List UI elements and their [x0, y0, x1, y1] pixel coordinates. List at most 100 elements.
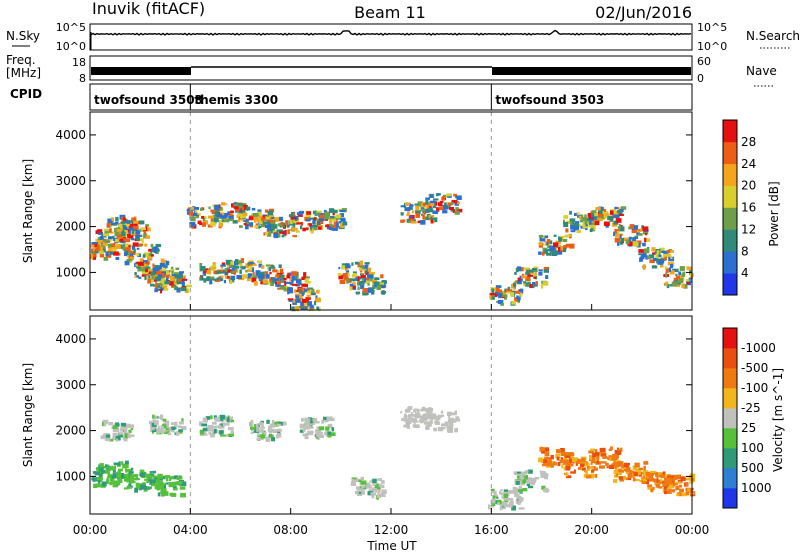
- heatmap-cell: [419, 419, 422, 422]
- heatmap-cell: [311, 292, 316, 295]
- heatmap-cell: [677, 492, 683, 497]
- colorbar-tick-label: 500: [741, 461, 764, 475]
- heatmap-cell: [631, 229, 637, 234]
- heatmap-cell: [112, 484, 118, 488]
- heatmap-cell: [588, 224, 595, 228]
- colorbar-swatch: [723, 163, 737, 186]
- heatmap-cell: [151, 428, 157, 433]
- heatmap-cell: [212, 215, 219, 221]
- heatmap-cell: [581, 216, 587, 222]
- heatmap-cell: [267, 232, 272, 237]
- heatmap-cell: [148, 269, 153, 272]
- heatmap-cell: [96, 483, 102, 488]
- heatmap-cell: [503, 493, 508, 498]
- heatmap-cell: [355, 276, 358, 281]
- heatmap-cell: [248, 216, 254, 221]
- heatmap-cell: [232, 204, 237, 209]
- heatmap-cell: [434, 420, 439, 424]
- heatmap-cell: [316, 426, 321, 429]
- heatmap-cell: [243, 218, 249, 222]
- heatmap-cell: [505, 289, 510, 293]
- heatmap-cell: [570, 224, 576, 230]
- heatmap-cell: [415, 412, 418, 418]
- heatmap-cell: [430, 219, 434, 224]
- heatmap-cell: [377, 478, 382, 482]
- heatmap-cell: [239, 213, 246, 219]
- heatmap-cell: [271, 266, 276, 269]
- heatmap-cell: [308, 420, 313, 424]
- y-tick-label: 3000: [55, 378, 86, 392]
- heatmap-cell: [499, 505, 503, 511]
- heatmap-cell: [256, 225, 262, 228]
- heatmap-cell: [163, 430, 170, 434]
- heatmap-cell: [114, 480, 121, 486]
- heatmap-cell: [277, 280, 281, 285]
- heatmap-cell: [91, 477, 96, 481]
- heatmap-cell: [115, 436, 121, 439]
- heatmap-cell: [263, 221, 269, 225]
- heatmap-cell: [619, 235, 622, 238]
- heatmap-cell: [689, 489, 693, 494]
- heatmap-cell: [571, 458, 575, 462]
- heatmap-cell: [125, 223, 130, 226]
- heatmap-cell: [136, 275, 139, 278]
- heatmap-cell: [586, 467, 591, 471]
- heatmap-cell: [110, 217, 114, 222]
- heatmap-cell: [289, 288, 294, 294]
- heatmap-cell: [246, 221, 250, 225]
- heatmap-cell: [244, 274, 247, 279]
- heatmap-cell: [218, 225, 222, 229]
- heatmap-cell: [429, 408, 431, 411]
- heatmap-cell: [638, 249, 644, 253]
- heatmap-cell: [200, 208, 204, 211]
- heatmap-cell: [110, 221, 113, 224]
- heatmap-cell: [97, 229, 103, 233]
- heatmap-cell: [610, 446, 613, 451]
- heatmap-cell: [306, 290, 311, 294]
- heatmap-cell: [146, 275, 149, 280]
- heatmap-cell: [628, 226, 631, 230]
- heatmap-cell: [409, 204, 414, 207]
- heatmap-cell: [272, 421, 279, 427]
- heatmap-cell: [676, 474, 681, 480]
- heatmap-cell: [103, 233, 110, 237]
- heatmap-cell: [99, 236, 104, 240]
- heatmap-cell: [573, 225, 580, 231]
- heatmap-cell: [270, 424, 276, 427]
- heatmap-cell: [664, 256, 667, 261]
- heatmap-cell: [133, 223, 138, 227]
- heatmap-cell: [188, 207, 191, 210]
- heatmap-cell: [594, 474, 598, 478]
- heatmap-cell: [218, 424, 222, 429]
- heatmap-cell: [319, 431, 323, 436]
- heatmap-cell: [111, 474, 117, 479]
- heatmap-cell: [168, 482, 173, 486]
- heatmap-cell: [493, 293, 498, 297]
- heatmap-cell: [123, 217, 126, 222]
- heatmap-cell: [129, 434, 135, 437]
- heatmap-cell: [226, 417, 230, 423]
- heatmap-cell: [492, 495, 496, 500]
- heatmap-cell: [584, 220, 588, 225]
- heatmap-cell: [258, 263, 263, 268]
- heatmap-cell: [447, 202, 453, 206]
- heatmap-cell: [201, 423, 207, 427]
- heatmap-cell: [524, 282, 529, 285]
- heatmap-cell: [433, 427, 437, 432]
- y-tick-label: 2000: [55, 424, 86, 438]
- heatmap-cell: [308, 217, 315, 220]
- heatmap-cell: [544, 249, 548, 254]
- heatmap-cell: [136, 238, 140, 241]
- heatmap-cell: [666, 477, 672, 480]
- heatmap-cell: [325, 426, 330, 431]
- heatmap-cell: [332, 224, 337, 228]
- y-tick-label: 3000: [55, 174, 86, 188]
- heatmap-cell: [145, 226, 148, 231]
- heatmap-cell: [632, 474, 635, 478]
- colorbar-swatch: [723, 448, 737, 469]
- heatmap-cell: [303, 301, 308, 306]
- heatmap-cell: [313, 217, 316, 221]
- heatmap-cell: [610, 210, 614, 215]
- x-tick-label: 00:00: [73, 523, 108, 537]
- heatmap-cell: [642, 476, 645, 480]
